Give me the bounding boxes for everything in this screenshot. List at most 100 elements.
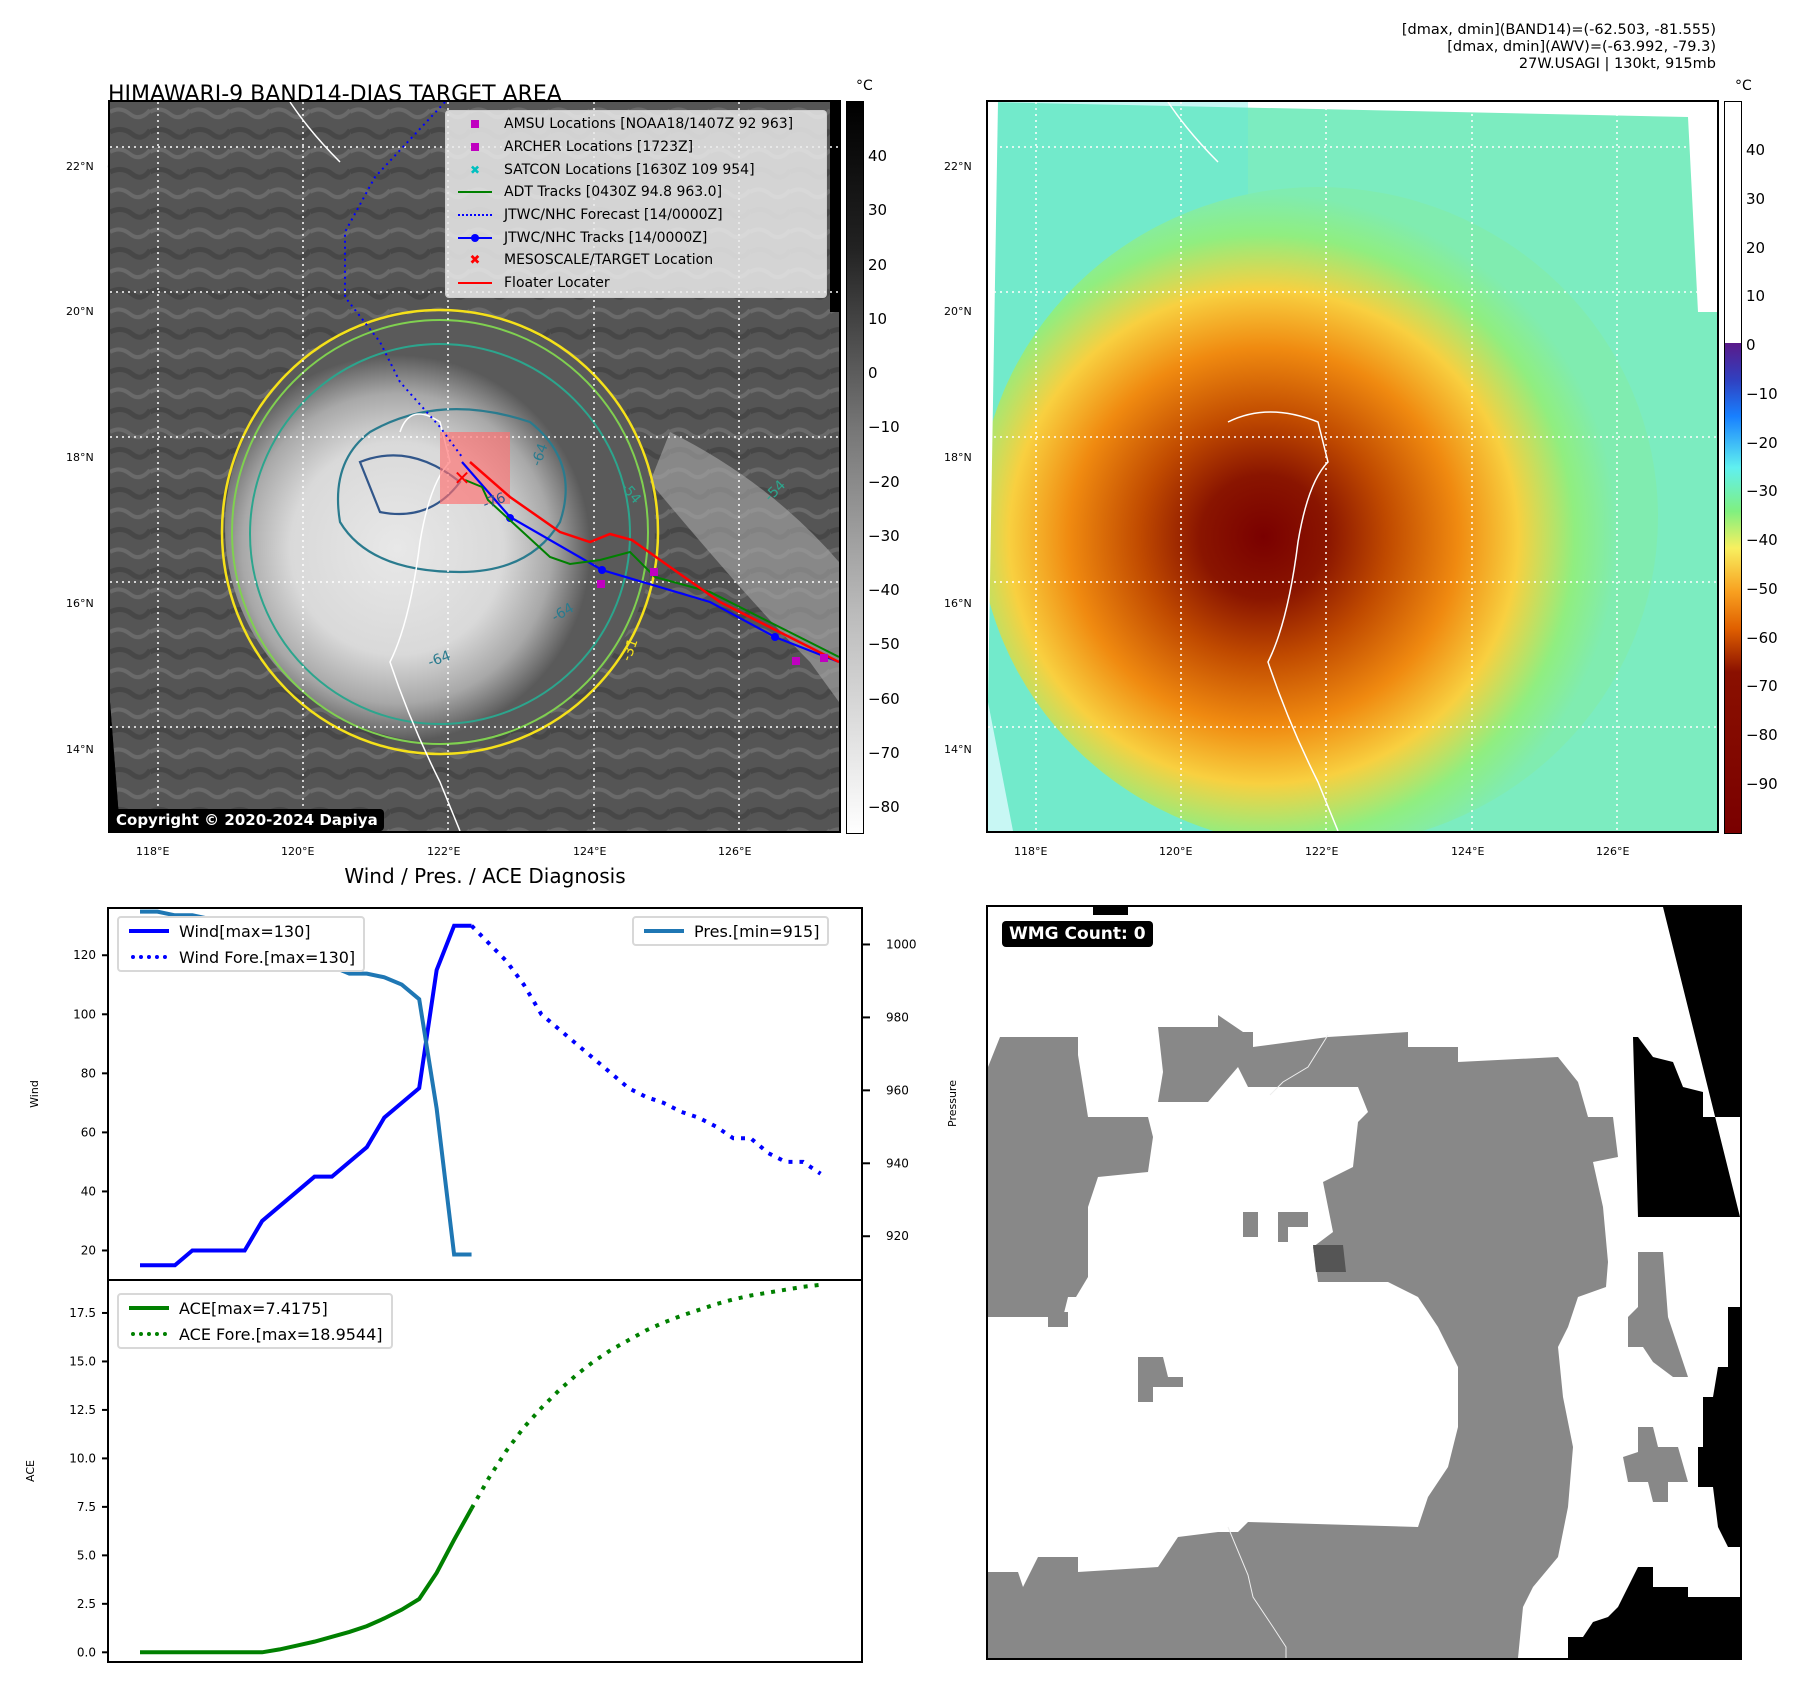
colorbar-tick-label: −20 bbox=[868, 472, 900, 491]
lat-label: 20°N bbox=[66, 305, 94, 318]
lon-label: 124°E bbox=[573, 845, 607, 858]
legend-item-archer: ARCHER Locations [1723Z] bbox=[446, 136, 826, 159]
coastline bbox=[1167, 102, 1339, 831]
wmg-black-region bbox=[1093, 907, 1740, 1658]
steelblue-line-icon bbox=[644, 929, 684, 933]
colorbar-tick-label: 20 bbox=[1746, 238, 1766, 257]
awv-map-canvas bbox=[988, 102, 1717, 831]
adt-track bbox=[464, 479, 839, 658]
target-x-marker: ✕ bbox=[454, 466, 471, 490]
coastline bbox=[289, 102, 461, 831]
lon-label: 118°E bbox=[136, 845, 170, 858]
legend-item-jtwc-tracks: JTWC/NHC Tracks [14/0000Z] bbox=[446, 226, 826, 249]
lon-label: 122°E bbox=[1305, 845, 1339, 858]
storm-info: [dmax, dmin](BAND14)=(-62.503, -81.555) … bbox=[1402, 22, 1716, 73]
pressure-legend: Pres.[min=915] bbox=[632, 916, 830, 946]
colorbar-tick-label: −90 bbox=[1746, 775, 1778, 793]
lon-label: 118°E bbox=[1014, 845, 1048, 858]
y-axis-label: Wind bbox=[28, 1080, 41, 1108]
legend-item-target: ✖ MESOSCALE/TARGET Location bbox=[469, 252, 714, 269]
wmg-gray-region bbox=[988, 1015, 1688, 1658]
colorbar-tick-label: −80 bbox=[868, 798, 900, 816]
colorbar-tick-label: −20 bbox=[1746, 433, 1778, 452]
y-tick-label: 60 bbox=[81, 1125, 96, 1139]
wmg-dark-cell bbox=[1313, 1245, 1346, 1272]
band14-range: [dmax, dmin](BAND14)=(-62.503, -81.555) bbox=[1401, 22, 1716, 38]
blue-line-dot-icon bbox=[458, 233, 492, 242]
right-colorbar-unit: °C bbox=[1735, 78, 1752, 94]
colorbar-tick-label: 20 bbox=[868, 255, 888, 274]
ace-plot-frame bbox=[107, 1279, 863, 1663]
colorbar-tick-label: 30 bbox=[1746, 189, 1766, 208]
colorbar-tick-label: −60 bbox=[868, 689, 900, 708]
contour-label: -64 bbox=[426, 648, 453, 671]
legend-item-satcon: ✖ SATCON Locations [1630Z 109 954] bbox=[469, 161, 755, 178]
y-right-tick-label: 980 bbox=[886, 1010, 909, 1024]
y-tick-label: 2.5 bbox=[77, 1597, 96, 1611]
legend-item-floater: Floater Locater bbox=[446, 272, 826, 295]
colorbar-tick-label: 40 bbox=[1746, 141, 1766, 159]
awv-map-panel[interactable] bbox=[986, 100, 1719, 833]
ir-map-panel[interactable]: ✕ -76 -64 -64 -64 -54 -54 -31 AMSU Locat… bbox=[108, 100, 841, 833]
series-ace-line bbox=[140, 1507, 474, 1655]
red-line-icon bbox=[458, 282, 492, 285]
colorbar-tick-label: −70 bbox=[868, 743, 900, 762]
pressure-axis-label: Pressure bbox=[945, 1080, 959, 1127]
jtwc-track bbox=[461, 461, 839, 664]
lat-label: 14°N bbox=[66, 743, 94, 756]
contour-teal bbox=[249, 343, 631, 725]
y-right-tick-label: 960 bbox=[886, 1083, 909, 1097]
lat-label: 18°N bbox=[944, 451, 972, 464]
left-colorbar bbox=[846, 101, 864, 834]
lon-label: 126°E bbox=[718, 845, 752, 858]
storm-cloud-shield bbox=[225, 312, 655, 742]
red-x-icon: ✖ bbox=[469, 252, 481, 268]
chart-title: Wind / Pres. / ACE Diagnosis bbox=[344, 864, 626, 888]
legend-item-pressure: Pres.[min=915] bbox=[634, 918, 827, 944]
jtwc-forecast-track bbox=[344, 102, 463, 458]
wmg-panel[interactable]: WMG Count: 0 bbox=[986, 905, 1742, 1660]
lon-label: 126°E bbox=[1596, 845, 1630, 858]
contour-yellow bbox=[220, 308, 660, 756]
y-tick-label: 100 bbox=[73, 1007, 96, 1021]
lon-label: 120°E bbox=[281, 845, 315, 858]
y-tick-label: 12.5 bbox=[69, 1403, 96, 1417]
colorbar-tick-label: −10 bbox=[868, 418, 900, 437]
title-line-1: HIMAWARI-9 BAND14-DIAS TARGET AREA bbox=[108, 82, 562, 107]
legend-item-wind-forecast: Wind Fore.[max=130] bbox=[119, 944, 363, 970]
lat-label: 14°N bbox=[944, 743, 972, 756]
wind-legend: Wind[max=130] Wind Fore.[max=130] bbox=[117, 916, 366, 972]
y-tick-label: 40 bbox=[81, 1184, 96, 1198]
legend-item-ace-forecast: ACE Fore.[max=18.9544] bbox=[119, 1321, 391, 1347]
colorbar-tick-label: 0 bbox=[1746, 336, 1756, 355]
contour-blue-teal bbox=[336, 408, 567, 574]
colorbar-tick-label: 10 bbox=[1746, 287, 1766, 306]
magenta-square-icon bbox=[471, 143, 479, 152]
y-axis-label: ACE bbox=[24, 1460, 37, 1482]
colorbar-tick-label: −40 bbox=[1746, 531, 1778, 550]
green-line-icon bbox=[129, 1306, 169, 1310]
colorbar-tick-label: −40 bbox=[868, 581, 900, 599]
colorbar-tick-label: −70 bbox=[1746, 677, 1778, 696]
colorbar-tick-label: 0 bbox=[868, 364, 878, 382]
lat-label: 16°N bbox=[66, 597, 94, 610]
colorbar-tick-label: 10 bbox=[868, 309, 888, 328]
y-tick-label: 5.0 bbox=[77, 1548, 96, 1562]
left-colorbar-unit: °C bbox=[856, 78, 873, 94]
lat-label: 22°N bbox=[66, 160, 94, 173]
y-right-tick-label: 920 bbox=[886, 1229, 909, 1243]
colorbar-tick-label: −30 bbox=[868, 526, 900, 545]
cyan-x-icon: ✖ bbox=[469, 162, 481, 177]
y-tick-label: 10.0 bbox=[69, 1451, 96, 1465]
series-ace-forecast-line bbox=[469, 1282, 821, 1510]
lon-label: 122°E bbox=[427, 845, 461, 858]
series-wind-forecast-line bbox=[470, 924, 822, 1176]
y-right-tick-label: 940 bbox=[886, 1156, 909, 1170]
colorbar-tick-label: 30 bbox=[868, 201, 888, 220]
ace-legend: ACE[max=7.4175] ACE Fore.[max=18.9544] bbox=[117, 1293, 393, 1349]
storm-name-intensity: 27W.USAGI | 130kt, 915mb bbox=[1518, 56, 1716, 72]
wind-pressure-chart: 20 40 60 80 100 120 920 940 960 980 1000 Wind bbox=[28, 907, 917, 1281]
lat-label: 16°N bbox=[944, 597, 972, 610]
colorbar-tick-label: −80 bbox=[1746, 726, 1778, 745]
legend-item-forecast: JTWC/NHC Forecast [14/0000Z] bbox=[446, 204, 826, 227]
